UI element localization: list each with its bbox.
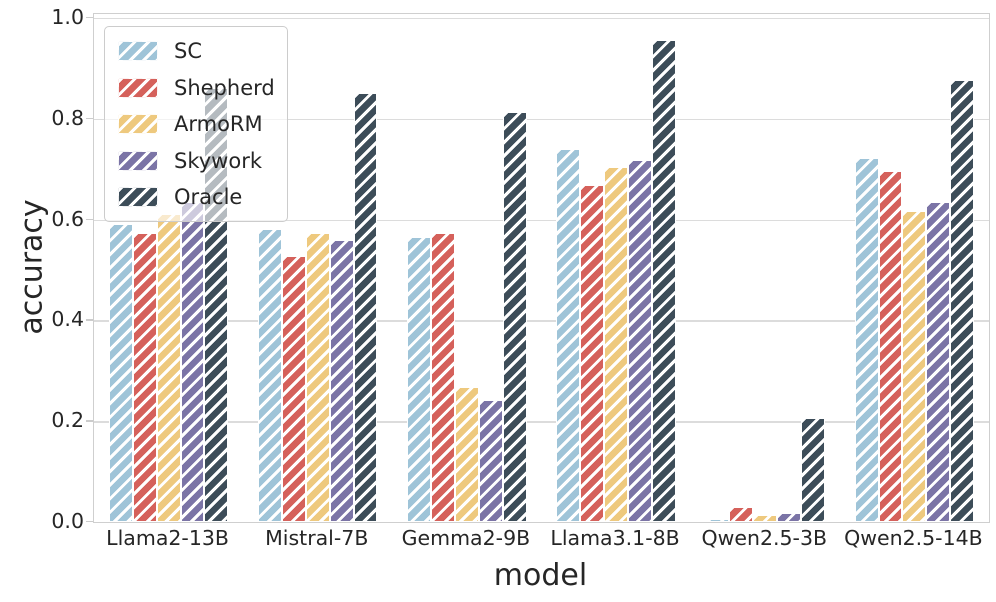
x-tick-label: Qwen2.5-3B [701, 526, 828, 550]
y-tick-mark [86, 117, 93, 120]
bar-oracle-llama3.1-8b [651, 40, 676, 522]
y-tick-mark [86, 319, 93, 321]
bar-skywork-mistral-7b [329, 239, 354, 522]
legend-item-oracle: Oracle [118, 184, 273, 210]
bar-skywork-llama2-13b [180, 201, 205, 522]
bar-sc-mistral-7b [258, 229, 282, 522]
y-tick-mark [86, 420, 93, 422]
legend-label: Shepherd [174, 75, 275, 100]
y-tick-label: 0.6 [51, 206, 84, 231]
gridline [94, 421, 989, 423]
legend-label: Skywork [174, 148, 262, 173]
bar-sc-gemma2-9b [407, 237, 432, 522]
legend-item-sc: SC [118, 38, 273, 64]
bar-shepherd-gemma2-9b [431, 233, 455, 522]
plot-area [93, 13, 990, 523]
y-tick-mark [86, 218, 93, 220]
legend-swatch-skywork [118, 150, 158, 171]
bar-shepherd-llama2-13b [132, 233, 157, 522]
bar-sc-qwen2.5-3b [705, 519, 730, 522]
bar-armorm-llama3.1-8b [604, 166, 628, 522]
gridline [94, 320, 989, 322]
bar-oracle-gemma2-9b [502, 112, 527, 522]
y-tick-label: 1.0 [51, 5, 84, 29]
bar-skywork-qwen2.5-3b [777, 513, 802, 522]
bar-skywork-qwen2.5-14b [926, 201, 951, 522]
legend-swatch-armorm [118, 114, 158, 134]
gridline [94, 18, 989, 20]
legend-label: SC [174, 39, 202, 63]
bar-oracle-qwen2.5-3b [801, 418, 825, 522]
legend-swatch-shepherd [118, 77, 158, 98]
x-tick-label: Gemma2-9B [401, 526, 531, 550]
bar-armorm-qwen2.5-14b [902, 211, 927, 522]
y-tick-label: 0.8 [51, 105, 84, 130]
bar-skywork-gemma2-9b [478, 400, 503, 522]
bar-sc-qwen2.5-14b [854, 158, 879, 522]
gridline [94, 219, 989, 221]
x-tick-label: Llama3.1-8B [550, 526, 680, 550]
bar-oracle-mistral-7b [353, 93, 378, 522]
x-axis-label: model [493, 558, 588, 593]
y-tick-mark [86, 17, 93, 19]
bar-armorm-mistral-7b [305, 233, 330, 522]
bar-sc-llama2-13b [108, 224, 133, 522]
bar-oracle-qwen2.5-14b [950, 79, 975, 522]
y-tick-label: 0.2 [51, 408, 84, 433]
bar-armorm-llama2-13b [156, 214, 181, 522]
bar-armorm-gemma2-9b [454, 386, 479, 522]
x-tick-label: Mistral-7B [265, 526, 369, 550]
bar-shepherd-qwen2.5-14b [878, 170, 903, 522]
legend-label: Oracle [174, 185, 243, 209]
legend-item-shepherd: Shepherd [118, 75, 275, 101]
legend: SC Shepherd ArmoRM Skywork Oracle [104, 26, 288, 222]
legend-swatch-oracle [118, 187, 158, 207]
y-tick-mark [86, 521, 93, 523]
bar-shepherd-llama3.1-8b [580, 185, 605, 522]
y-tick-label: 0.4 [51, 307, 84, 332]
y-tick-label: 0.0 [51, 509, 84, 533]
bar-sc-llama3.1-8b [556, 149, 581, 522]
x-tick-label: Qwen2.5-14B [844, 526, 983, 550]
bar-shepherd-mistral-7b [281, 255, 306, 522]
gridline [94, 118, 989, 121]
legend-item-armorm: ArmoRM [118, 111, 273, 137]
legend-label: ArmoRM [174, 112, 263, 136]
legend-item-skywork: Skywork [118, 148, 273, 174]
bar-shepherd-qwen2.5-3b [729, 506, 754, 522]
x-tick-label: Llama2-13B [106, 526, 229, 550]
bar-skywork-llama3.1-8b [628, 159, 652, 522]
legend-swatch-sc [118, 41, 158, 61]
bar-armorm-qwen2.5-3b [753, 515, 778, 522]
